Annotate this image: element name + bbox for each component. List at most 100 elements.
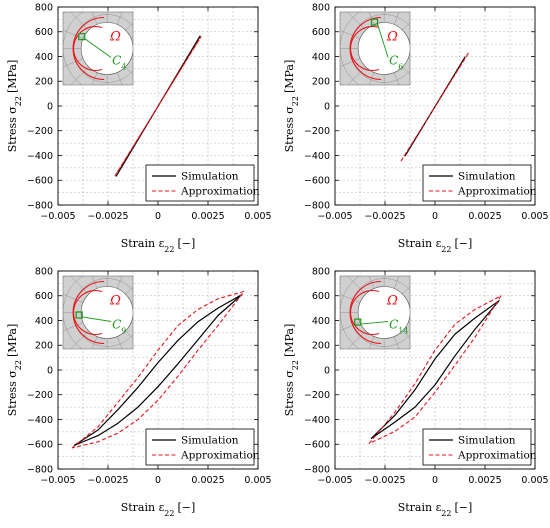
inset-mesh-line [116, 336, 123, 349]
inset-mesh-ring [63, 12, 133, 85]
inset-point-label-text: C [389, 318, 398, 332]
inset-mesh-line [91, 72, 98, 85]
y-axis-label-subscript: 22 [14, 360, 23, 370]
chart-panel-3: 800 600 400 200 0 −200 −400 −600 −800−0.005 −0.00… [6, 266, 272, 518]
inset-omega-label: Ω [109, 294, 121, 309]
inset-mesh-line [63, 29, 84, 39]
y-tick-label: 600 [35, 27, 53, 38]
y-tick-label: 200 [35, 77, 53, 88]
y-tick-label: 400 [35, 52, 53, 63]
legend-label-simulation: Simulation [458, 171, 516, 183]
x-tick-label: −0.005 [317, 475, 352, 486]
geometry-inset: ΩC4 [62, 11, 134, 86]
y-tick-label: −200 [304, 126, 330, 137]
inset-mesh-line [393, 12, 400, 25]
x-tick-label: 0.005 [521, 475, 548, 486]
inset-point-label: C6 [389, 54, 403, 72]
y-tick-label: 400 [35, 316, 53, 327]
inset-mesh-line [340, 29, 361, 39]
inset-mesh-ring [340, 276, 410, 349]
x-axis-label-text: Strain ε [121, 237, 165, 250]
inset-mesh-line [393, 336, 400, 349]
x-tick-label: −0.0025 [87, 211, 128, 222]
y-tick-label: −200 [304, 390, 330, 401]
x-tick-label: 0 [155, 475, 161, 486]
y-tick-label: 800 [35, 266, 53, 277]
x-tick-label: 0.0025 [468, 475, 501, 486]
y-axis-label-subscript: 22 [14, 96, 23, 106]
chart-panel-4: 800 600 400 200 0 −200 −400 −600 −800−0.005 −0.00… [283, 266, 549, 518]
x-axis-label-text: Strain ε [121, 501, 165, 514]
inset-mesh-line [125, 22, 133, 31]
inset-point-label: C9 [112, 318, 126, 336]
y-tick-label: 400 [312, 316, 330, 327]
inset-mesh-ring [63, 276, 133, 349]
geometry-inset: Ω C9 [62, 275, 134, 350]
inset-omega-label: Ω [386, 30, 398, 45]
inset-mesh-line [70, 12, 89, 31]
x-axis-label-subscript: 22 [164, 509, 174, 518]
legend-label-simulation: Simulation [458, 435, 516, 447]
y-axis-label-unit: [MPa] [283, 60, 296, 93]
y-tick-label: −400 [304, 415, 330, 426]
inset-mesh-line [393, 72, 400, 85]
inset-mesh-line [368, 336, 375, 349]
chart-panel-2: 800 600 400 200 0 −200 −400 −600 −800−0.005 −0.00… [283, 2, 549, 254]
series-line-approximation [71, 290, 245, 449]
inset-mesh-line [347, 12, 366, 31]
inset-mesh-line [91, 12, 98, 25]
legend-box [422, 428, 532, 466]
x-tick-label: −0.0025 [364, 475, 405, 486]
y-tick-label: 600 [312, 291, 330, 302]
y-tick-label: 800 [35, 2, 53, 13]
y-tick-label: −200 [27, 126, 53, 137]
series-line-approximation [114, 36, 202, 177]
y-tick-label: 0 [324, 365, 330, 376]
y-axis-label: Stress σ22 [MPa] [283, 60, 300, 153]
x-tick-label: −0.005 [40, 475, 75, 486]
y-tick-label: −600 [304, 440, 330, 451]
inset-hole [80, 22, 133, 75]
x-tick-label: 0.0025 [191, 211, 224, 222]
inset-mesh-line [402, 66, 410, 75]
inset-mesh-line [91, 336, 98, 349]
inset-sample-point-leader [84, 38, 112, 58]
y-tick-label: 0 [47, 101, 53, 112]
inset-sample-point-marker [370, 18, 379, 26]
inset-point-label-subscript: 6 [398, 62, 403, 71]
legend: Simulation Approximation [422, 428, 537, 466]
x-tick-label: 0 [432, 211, 438, 222]
inset-sample-point-leader [377, 24, 389, 58]
x-axis-label-unit: [−] [454, 501, 472, 514]
legend: Simulation Approximation [145, 164, 260, 202]
inset-point-label-text: C [389, 54, 398, 68]
y-tick-label: −800 [304, 464, 330, 475]
inset-mesh-line [125, 66, 133, 75]
x-tick-label: 0 [155, 211, 161, 222]
x-axis-label: Strain ε22 [−] [398, 237, 473, 254]
geometry-inset: ΩC6 [339, 11, 411, 86]
inset-mesh-line [340, 322, 361, 332]
inset-mesh-line [408, 301, 410, 303]
x-tick-label: −0.005 [40, 211, 75, 222]
y-axis-label-subscript: 22 [291, 360, 300, 370]
y-tick-label: 400 [312, 52, 330, 63]
inset-mesh [63, 12, 133, 85]
inset-region-inner-boundary [72, 289, 103, 336]
inset-sample-point-marker [78, 33, 86, 41]
inset-sample-point-marker [75, 311, 83, 319]
series-line-simulation [370, 300, 500, 440]
x-axis-label: Strain ε22 [−] [121, 501, 196, 518]
legend-label-approximation: Approximation [180, 450, 260, 462]
y-axis-label-text: Stress σ [283, 370, 296, 417]
x-axis-label-subscript: 22 [164, 245, 174, 254]
x-axis-label: Strain ε22 [−] [398, 501, 473, 518]
y-tick-label: −800 [27, 200, 53, 211]
y-tick-label: −200 [27, 390, 53, 401]
x-tick-label: 0.005 [244, 211, 271, 222]
y-tick-label: 200 [35, 341, 53, 352]
y-axis-label-text: Stress σ [283, 106, 296, 153]
y-axis-label: Stress σ22 [MPa] [6, 60, 23, 153]
inset-mesh-line [125, 286, 133, 295]
y-axis-label-unit: [MPa] [6, 60, 19, 93]
